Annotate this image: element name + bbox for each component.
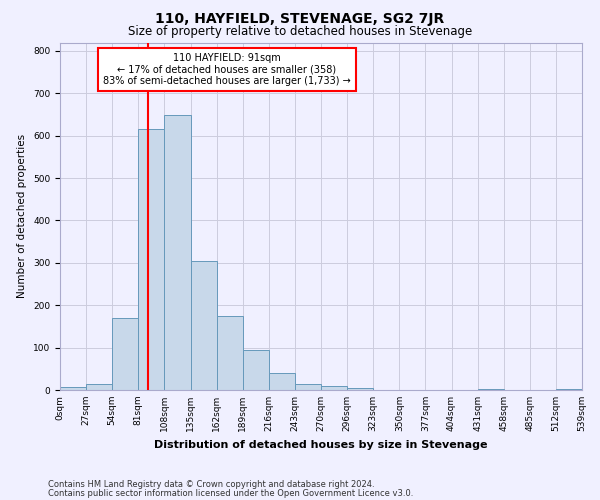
Text: 110, HAYFIELD, STEVENAGE, SG2 7JR: 110, HAYFIELD, STEVENAGE, SG2 7JR: [155, 12, 445, 26]
Y-axis label: Number of detached properties: Number of detached properties: [17, 134, 28, 298]
Bar: [269, 373, 295, 390]
Bar: [164, 114, 191, 390]
Bar: [112, 318, 139, 390]
Text: Contains HM Land Registry data © Crown copyright and database right 2024.: Contains HM Land Registry data © Crown c…: [48, 480, 374, 489]
Bar: [556, 388, 582, 390]
Bar: [347, 388, 373, 390]
Text: 110 HAYFIELD: 91sqm
← 17% of detached houses are smaller (358)
83% of semi-detac: 110 HAYFIELD: 91sqm ← 17% of detached ho…: [103, 53, 351, 86]
Bar: [243, 350, 269, 390]
Bar: [321, 386, 347, 390]
Bar: [191, 260, 217, 390]
Bar: [86, 384, 112, 390]
Text: Contains public sector information licensed under the Open Government Licence v3: Contains public sector information licen…: [48, 488, 413, 498]
Bar: [139, 130, 164, 390]
X-axis label: Distribution of detached houses by size in Stevenage: Distribution of detached houses by size …: [154, 440, 488, 450]
Bar: [60, 386, 86, 390]
Bar: [478, 389, 504, 390]
Text: Size of property relative to detached houses in Stevenage: Size of property relative to detached ho…: [128, 25, 472, 38]
Bar: [295, 384, 321, 390]
Bar: [217, 316, 243, 390]
